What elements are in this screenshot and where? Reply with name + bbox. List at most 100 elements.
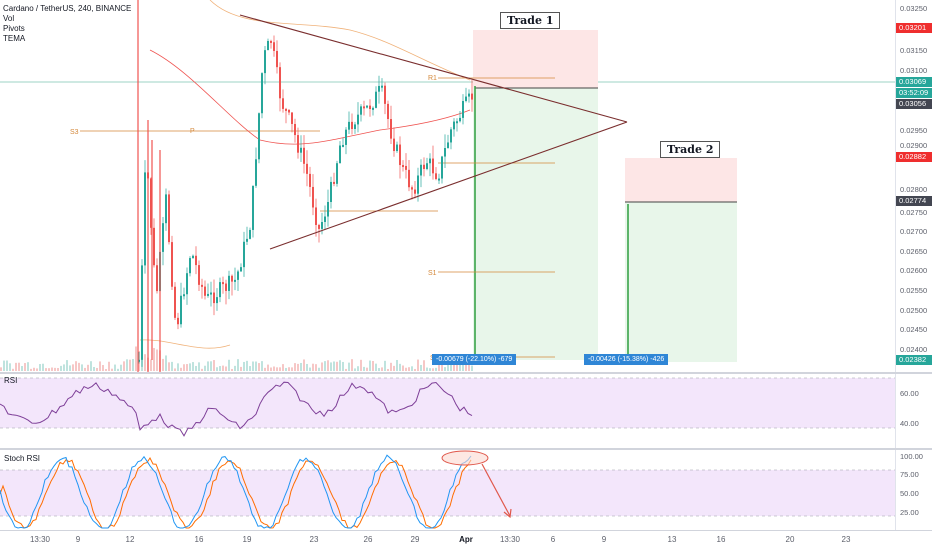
volume-bar xyxy=(354,368,356,371)
volume-bar xyxy=(81,364,83,371)
volume-bar xyxy=(123,361,125,371)
entry-trade2-tag: 0.02774 xyxy=(896,196,932,206)
volume-bar xyxy=(171,361,173,371)
candle-body xyxy=(195,255,197,266)
volume-bar xyxy=(255,361,257,371)
candle-body xyxy=(435,173,437,180)
price-tick: 0.02800 xyxy=(900,185,928,194)
candle-body xyxy=(144,172,146,266)
candle-body xyxy=(264,50,266,74)
price-chart[interactable]: S3 P R1 S1 S xyxy=(0,0,895,372)
volume-bar xyxy=(351,359,353,371)
volume-bar xyxy=(459,359,461,371)
rsi-label[interactable]: RSI xyxy=(4,376,18,385)
pivot-p-label: P xyxy=(190,128,195,135)
volume-bar xyxy=(3,360,5,371)
volume-bar xyxy=(405,367,407,371)
candle-body xyxy=(153,227,155,266)
candle-body xyxy=(468,93,470,97)
indicator-vol[interactable]: Vol xyxy=(3,14,15,23)
time-label: 13 xyxy=(667,535,677,544)
trade2-profit-zone xyxy=(625,202,737,362)
rsi-band xyxy=(0,378,895,428)
volume-bar xyxy=(120,364,122,371)
volume-bar xyxy=(291,367,293,371)
pane-separator[interactable] xyxy=(0,372,932,374)
candle-body xyxy=(282,98,284,109)
candle-body xyxy=(321,221,323,229)
price-tick: 0.02600 xyxy=(900,266,928,275)
stoch-rsi-label[interactable]: Stoch RSI xyxy=(4,454,41,463)
candle-body xyxy=(168,194,170,243)
volume-bar xyxy=(111,368,113,371)
price-tick: 0.02700 xyxy=(900,227,928,236)
volume-bar xyxy=(315,364,317,371)
time-label: 29 xyxy=(410,535,420,544)
candle-body xyxy=(258,113,260,160)
volume-bar xyxy=(54,367,56,371)
volume-bar xyxy=(6,360,8,371)
candle-body xyxy=(348,121,350,130)
volume-bar xyxy=(78,362,80,371)
volume-bar xyxy=(15,362,17,371)
volume-bar xyxy=(222,365,224,371)
stoch-band xyxy=(0,470,895,516)
volume-bar xyxy=(468,361,470,371)
volume-bar xyxy=(363,366,365,371)
candle-body xyxy=(204,286,206,296)
volume-bar xyxy=(216,367,218,371)
candle-body xyxy=(273,42,275,51)
candle-body xyxy=(246,238,248,242)
candle-body xyxy=(291,112,293,124)
volume-bar xyxy=(369,360,371,371)
candle-body xyxy=(372,107,374,110)
main-chart-pane[interactable]: S3 P R1 S1 S Cardano / TetherUS, 240, BI… xyxy=(0,0,895,372)
projection-arrow xyxy=(481,463,511,517)
price-tick: 0.03250 xyxy=(900,4,928,13)
volume-bar xyxy=(72,364,74,371)
volume-bar xyxy=(18,362,20,371)
trade2-stop-zone xyxy=(625,158,737,202)
volume-bar xyxy=(303,359,305,371)
rsi-pane[interactable]: RSI xyxy=(0,374,895,448)
volume-bar xyxy=(390,362,392,371)
indicator-pivots[interactable]: Pivots xyxy=(3,24,25,33)
candle-body xyxy=(357,114,359,125)
stoch-rsi-pane[interactable]: Stoch RSI xyxy=(0,450,895,530)
candle-body xyxy=(423,164,425,169)
volume-bar xyxy=(24,363,26,371)
volume-bar xyxy=(12,368,14,371)
rsi-tick: 40.00 xyxy=(900,419,919,428)
candle-body xyxy=(201,284,203,287)
volume-bar xyxy=(411,366,413,371)
volume-bar xyxy=(396,359,398,371)
rsi-axis: 60.00 40.00 xyxy=(895,374,932,448)
volume-bar xyxy=(432,368,434,371)
candle-body xyxy=(405,165,407,170)
volume-bar xyxy=(105,368,107,371)
candle-body xyxy=(456,121,458,124)
price-axis[interactable]: 0.03250 0.03201 0.03150 0.03100 0.03069 … xyxy=(895,0,932,372)
volume-bar xyxy=(423,360,425,371)
candle-body xyxy=(222,282,224,285)
volume-bar xyxy=(288,367,290,371)
time-label: 9 xyxy=(75,535,81,544)
volume-bar xyxy=(339,360,341,371)
candle-body xyxy=(411,187,413,190)
time-label: 12 xyxy=(125,535,135,544)
volume-bar xyxy=(426,367,428,371)
candle-body xyxy=(312,186,314,208)
volume-bar xyxy=(87,364,89,371)
volume-bar xyxy=(132,359,134,371)
candle-body xyxy=(267,40,269,51)
price-tick: 0.03150 xyxy=(900,46,928,55)
candle-body xyxy=(306,163,308,174)
candle-body xyxy=(354,124,356,130)
candle-body xyxy=(216,297,218,304)
volume-bar xyxy=(246,360,248,371)
indicator-tema[interactable]: TEMA xyxy=(3,34,26,43)
stoch-tick: 100.00 xyxy=(900,452,923,461)
trade1-profit-zone xyxy=(473,88,598,360)
volume-bar xyxy=(93,366,95,371)
pane-separator[interactable] xyxy=(0,448,932,450)
